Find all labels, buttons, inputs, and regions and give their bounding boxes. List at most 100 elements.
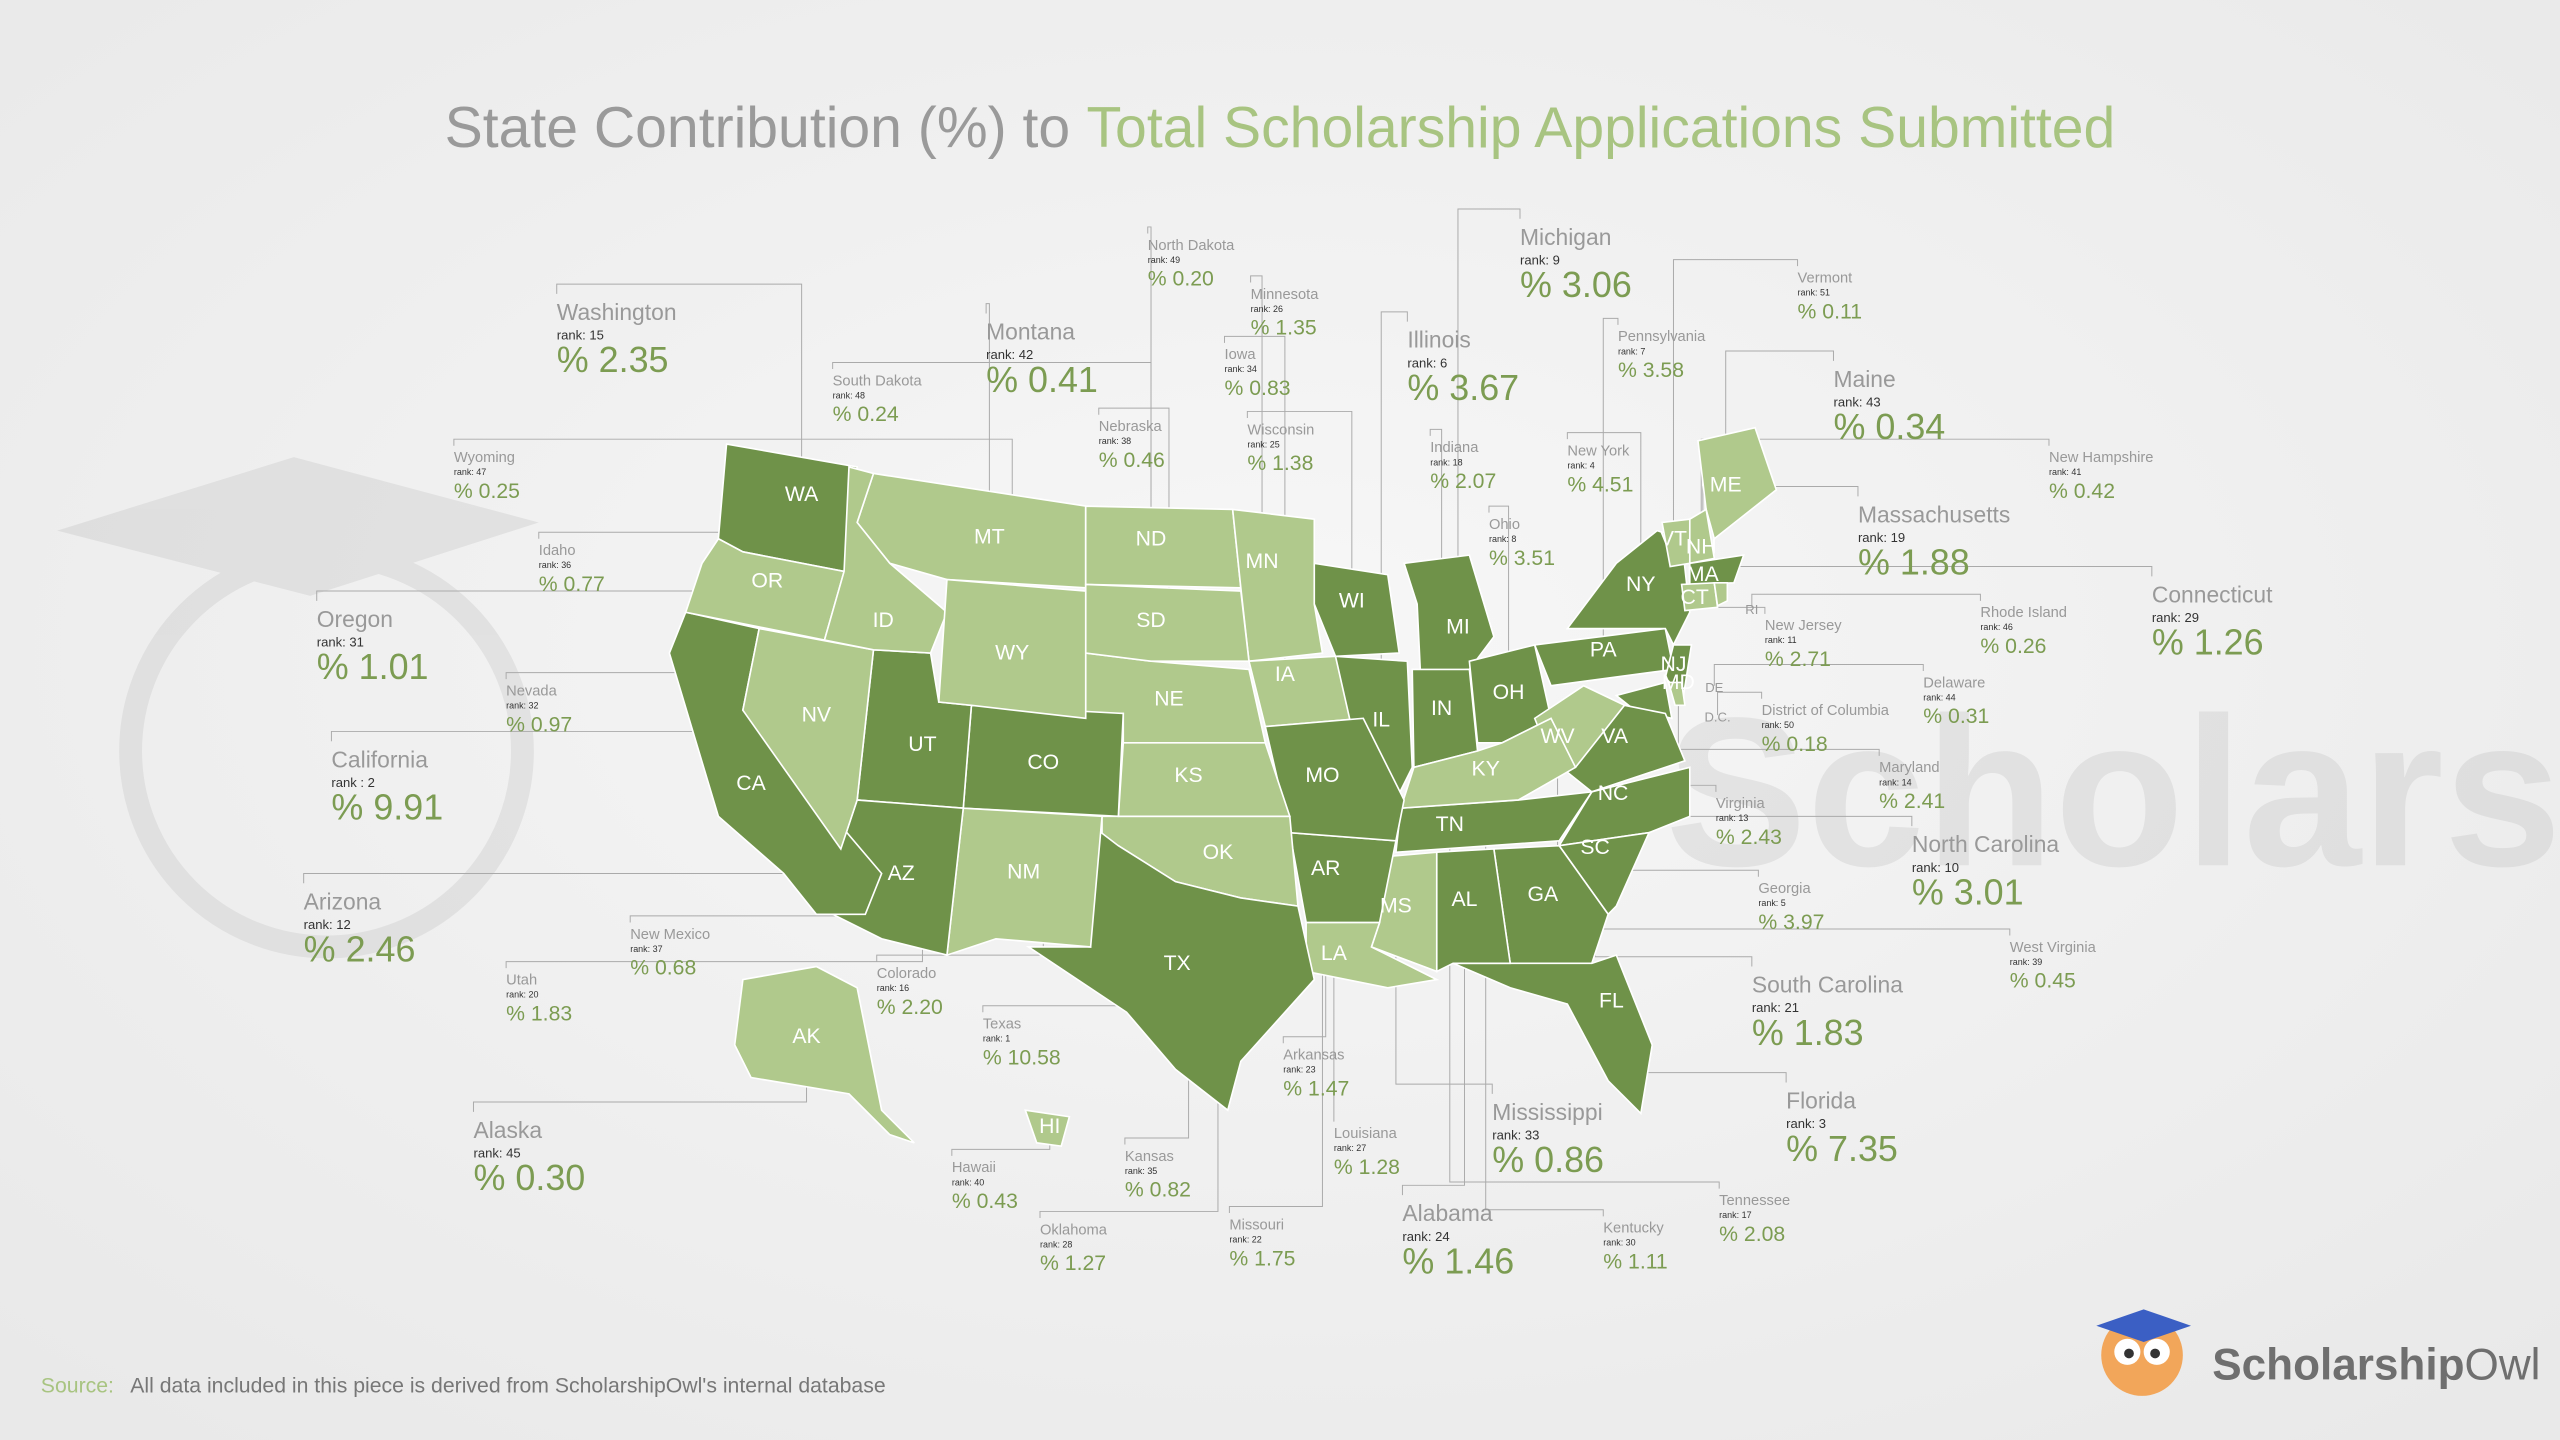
state-abbr: ME <box>1710 473 1742 496</box>
state-share: % 3.06 <box>1520 264 1632 305</box>
state-abbr: WV <box>1540 725 1575 748</box>
state-rank: rank: 5 <box>1758 898 1785 908</box>
leader-line <box>1725 350 1834 485</box>
leader-line <box>1224 335 1286 675</box>
state-name: Michigan <box>1520 224 1611 250</box>
leader-line <box>1449 824 1720 1189</box>
leader-line <box>1700 438 2050 547</box>
state-share: % 2.35 <box>557 339 669 380</box>
state-name: Illinois <box>1407 327 1470 353</box>
state-rank: rank: 41 <box>2049 467 2081 477</box>
state-abbr: CO <box>1027 751 1059 774</box>
state-abbr: DE <box>1705 680 1723 695</box>
state-name: Nebraska <box>1099 419 1163 435</box>
state-name: West Virginia <box>2010 940 2097 956</box>
logo-light: Owl <box>2465 1341 2541 1390</box>
state-share: % 1.83 <box>1752 1012 1864 1053</box>
state-share: % 3.58 <box>1618 359 1684 382</box>
state-rank: rank: 1 <box>983 1034 1010 1044</box>
state-rank: rank: 17 <box>1719 1210 1751 1220</box>
state-abbr: LA <box>1321 942 1348 965</box>
state-share: % 0.11 <box>1798 300 1863 323</box>
state-share: % 0.31 <box>1923 705 1989 728</box>
logo: ScholarshipOwl <box>2096 1309 2540 1396</box>
state-rank: rank: 47 <box>454 467 486 477</box>
state-rank: rank: 31 <box>317 635 364 650</box>
state-share: % 0.20 <box>1148 268 1214 291</box>
state-share: % 0.97 <box>506 713 572 736</box>
state-shape <box>1084 583 1250 663</box>
title-highlight: Total Scholarship Applications Submitted <box>1086 96 2115 160</box>
state-share: % 1.38 <box>1247 452 1313 475</box>
title: State Contribution (%) to Total Scholarsh… <box>445 96 2116 160</box>
state-shape <box>1025 822 1316 1112</box>
state-rank: rank: 37 <box>630 944 662 954</box>
state-share: % 10.58 <box>983 1046 1061 1069</box>
state-share: % 1.11 <box>1603 1251 1667 1274</box>
state-rank: rank: 45 <box>473 1146 520 1161</box>
state-name: Virginia <box>1716 796 1766 812</box>
state-abbr: ND <box>1136 527 1167 550</box>
state-rank: rank: 3 <box>1786 1116 1826 1131</box>
state-rank: rank: 29 <box>2152 610 2199 625</box>
state-abbr: UT <box>908 733 936 756</box>
state-rank: rank: 9 <box>1520 252 1560 267</box>
state-name: Kentucky <box>1603 1221 1664 1237</box>
state-rank: rank: 13 <box>1716 813 1748 823</box>
state-rank: rank: 25 <box>1247 439 1279 449</box>
state-abbr: OH <box>1493 681 1525 704</box>
state-shapes <box>668 426 1778 1148</box>
state-abbr: MI <box>1446 615 1470 638</box>
state-abbr: OR <box>751 570 783 593</box>
state-share: % 9.91 <box>331 787 443 828</box>
state-share: % 0.30 <box>473 1157 585 1198</box>
state-rank: rank: 4 <box>1567 461 1594 471</box>
state-abbr: AL <box>1452 888 1478 911</box>
state-name: Massachusetts <box>1858 501 2010 527</box>
state-share: % 0.86 <box>1492 1139 1604 1180</box>
state-name: Wyoming <box>454 450 515 466</box>
state-rank: rank: 14 <box>1879 777 1911 787</box>
state-name: Oregon <box>317 606 393 632</box>
leader-line <box>1713 664 1924 686</box>
state-share: % 3.51 <box>1489 547 1555 570</box>
state-name: Colorado <box>877 966 937 982</box>
state-name: Washington <box>557 299 677 325</box>
state-rank: rank: 15 <box>557 328 604 343</box>
state-name: Arkansas <box>1283 1048 1344 1064</box>
leader-line <box>1395 906 1493 1094</box>
state-name: Pennsylvania <box>1618 329 1706 345</box>
state-abbr: AK <box>792 1025 820 1048</box>
state-share: % 0.43 <box>952 1190 1018 1213</box>
state-name: Wisconsin <box>1247 422 1314 438</box>
state-rank: rank: 20 <box>506 990 538 1000</box>
watermark: ScholarshipOwl <box>57 457 2560 959</box>
state-abbr: VA <box>1601 725 1629 748</box>
source-text: All data included in this piece is deriv… <box>130 1375 885 1398</box>
state-abbr: IL <box>1372 709 1390 732</box>
state-abbr: MO <box>1305 764 1339 787</box>
state-shape <box>1667 681 1686 707</box>
leader-line <box>1751 593 1981 608</box>
state-share: % 0.42 <box>2049 480 2115 503</box>
state-share: % 0.82 <box>1125 1179 1191 1202</box>
state-name: New Mexico <box>630 927 710 943</box>
state-name: New Jersey <box>1765 618 1842 634</box>
state-abbr: NH <box>1686 535 1717 558</box>
state-rank: rank: 24 <box>1402 1229 1449 1244</box>
state-name: Idaho <box>539 543 576 559</box>
state-rank: rank: 26 <box>1251 304 1283 314</box>
state-abbr: NJ <box>1661 653 1687 676</box>
state-share: % 0.45 <box>2010 970 2076 993</box>
state-abbr: HI <box>1039 1115 1060 1138</box>
leader-line <box>1677 682 1880 756</box>
state-abbr: MN <box>1246 550 1279 573</box>
state-rank: rank: 40 <box>952 1177 984 1187</box>
state-abbr: KY <box>1472 758 1500 781</box>
state-shape <box>1688 508 1716 565</box>
state-rank: rank: 44 <box>1923 692 1955 702</box>
state-abbr: RI <box>1745 602 1758 617</box>
state-name: Vermont <box>1798 270 1853 286</box>
state-rank: rank: 7 <box>1618 346 1645 356</box>
state-rank: rank: 6 <box>1407 355 1447 370</box>
